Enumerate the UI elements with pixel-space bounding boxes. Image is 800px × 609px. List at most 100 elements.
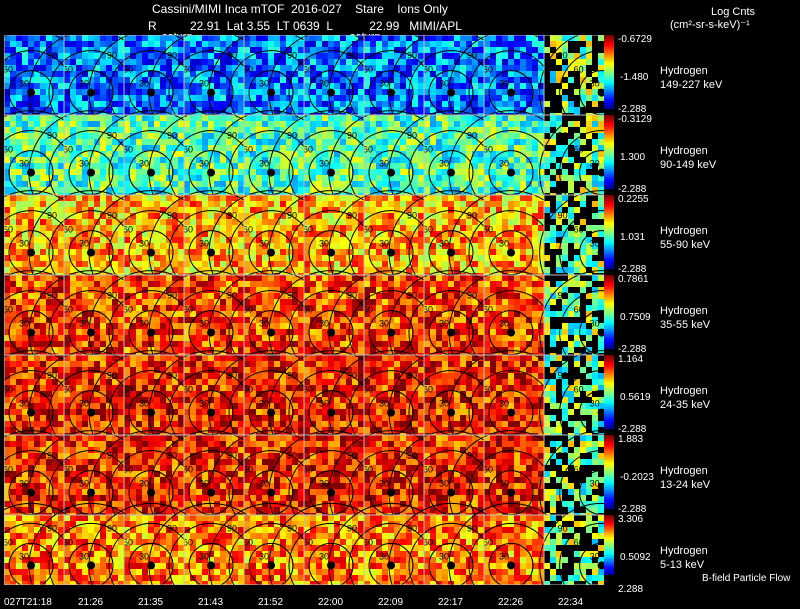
contour-label: 60	[363, 145, 373, 155]
colorbar-segment	[604, 43, 614, 45]
colorbar-segment	[604, 199, 614, 201]
colorbar-min: -2.288	[618, 104, 647, 115]
contour-label: 90	[467, 291, 477, 301]
saturn-marker	[597, 408, 604, 417]
contour-label: 60	[303, 305, 313, 315]
colorbar-segment	[604, 567, 614, 569]
saturn-marker	[597, 88, 604, 97]
contour-line	[368, 542, 414, 585]
species-label: Hydrogen	[660, 305, 708, 317]
saturn-marker	[87, 488, 95, 497]
colorbar-segment	[604, 107, 614, 109]
colorbar-segment	[604, 571, 614, 573]
contour-label: 60	[4, 225, 13, 235]
contour-label: 30	[319, 479, 329, 489]
species-label: Hydrogen	[660, 545, 708, 557]
colorbar-segment	[604, 129, 614, 131]
colorbar-segment	[604, 227, 614, 229]
contour-label: 30	[139, 479, 149, 489]
saturn-marker	[327, 248, 335, 257]
inca-panel: 30 60 90	[388, 350, 514, 476]
colorbar-segment	[604, 35, 614, 37]
contour-label: 30	[379, 319, 389, 329]
contour-line	[428, 542, 474, 585]
colorbar-segment	[604, 329, 614, 331]
saturn-marker	[447, 561, 455, 570]
colorbar-segment	[604, 391, 614, 393]
colorbar-segment	[604, 71, 614, 73]
colorbar-segment	[604, 161, 614, 163]
saturn-marker	[87, 168, 95, 177]
colorbar-segment	[604, 305, 614, 307]
contour-label: 90	[558, 51, 568, 61]
saturn-marker	[27, 248, 35, 257]
colorbar-segment	[604, 303, 614, 305]
contour-label: 60	[4, 465, 13, 475]
saturn-marker	[597, 248, 604, 257]
colorbar-segment	[604, 259, 614, 261]
colorbar-segment	[604, 503, 614, 505]
colorbar-min: -2.288	[618, 504, 647, 515]
contour-label: 90	[107, 211, 117, 221]
contour-label: 30	[259, 319, 269, 329]
colorbar-segment	[604, 301, 614, 303]
colorbar-segment	[604, 435, 614, 437]
colorbar-segment	[604, 229, 614, 231]
colorbar-segment	[604, 555, 614, 557]
contour-label: 90	[227, 51, 237, 61]
colorbar-segment	[604, 393, 614, 395]
contour-label: 60	[183, 465, 193, 475]
contour-label: 60	[363, 465, 373, 475]
colorbar-segment	[604, 243, 614, 245]
colorbar-segment	[604, 481, 614, 483]
inca-panel: 30 60 90	[328, 190, 454, 316]
saturn-marker	[327, 168, 335, 177]
contour-label: 90	[227, 371, 237, 381]
colorbar-segment	[604, 79, 614, 81]
contour-label: 60	[4, 305, 13, 315]
saturn-marker	[147, 328, 155, 337]
colorbar-segment	[604, 333, 614, 335]
colorbar-segment	[604, 483, 614, 485]
colorbar-segment	[604, 73, 614, 75]
contour-label: 30	[19, 319, 29, 329]
colorbar-segment	[604, 155, 614, 157]
colorbar-segment	[604, 371, 614, 373]
colorbar-segment	[604, 309, 614, 311]
contour-label: 30	[319, 319, 329, 329]
saturn-marker	[507, 88, 515, 97]
contour-label: 60	[123, 385, 133, 395]
colorbar-segment	[604, 223, 614, 225]
contour-label: 60	[303, 465, 313, 475]
saturn-marker	[327, 328, 335, 337]
colorbar-segment	[604, 403, 614, 405]
colorbar-segment	[604, 553, 614, 555]
contour-label: 90	[558, 371, 568, 381]
contour-label: 30	[139, 399, 149, 409]
saturn-marker	[447, 488, 455, 497]
colorbar-segment	[604, 427, 614, 429]
colorbar-segment	[604, 57, 614, 59]
colorbar-segment	[604, 539, 614, 541]
inca-panel: 30 60 90	[388, 110, 514, 236]
contour-label: 90	[467, 523, 477, 533]
colorbar-segment	[604, 561, 614, 563]
contour-label: 90	[47, 451, 57, 461]
colorbar-mid: 0.5092	[620, 552, 651, 563]
contour-label: 90	[407, 371, 417, 381]
contour-label: 30	[499, 479, 509, 489]
colorbar-segment	[604, 573, 614, 575]
contour-label: 90	[47, 523, 57, 533]
saturn-marker	[267, 328, 275, 337]
contour-label: 30	[139, 239, 149, 249]
colorbar-segment	[604, 499, 614, 501]
colorbar-segment	[604, 201, 614, 203]
colorbar-segment	[604, 211, 614, 213]
colorbar-segment	[604, 327, 614, 329]
saturn-marker	[207, 408, 215, 417]
colorbar-segment	[604, 519, 614, 521]
contour-label: 30	[379, 551, 389, 561]
colorbar-max: -0.6729	[618, 34, 652, 45]
colorbar-segment	[604, 547, 614, 549]
contour-label: 60	[574, 65, 584, 75]
